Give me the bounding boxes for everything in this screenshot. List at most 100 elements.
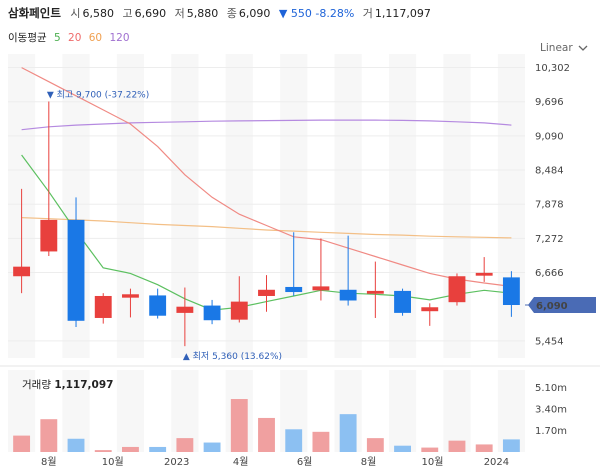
candle-down — [502, 271, 520, 317]
volume-tick-label: 3.40m — [535, 405, 567, 416]
candle-body — [94, 295, 112, 318]
volume-bar — [312, 431, 330, 452]
ma-legend[interactable]: 이동평균 5 20 60 120 — [8, 30, 134, 45]
scale-label: Linear — [540, 42, 573, 54]
open-label: 시 — [70, 7, 81, 20]
candle-up — [366, 261, 384, 318]
grid-band — [334, 54, 362, 358]
volume-bar — [67, 438, 85, 452]
candle-up — [421, 303, 439, 326]
x-tick-label: 8월 — [361, 456, 377, 468]
candle-up — [312, 238, 330, 301]
volume-title: 거래량 1,117,097 — [22, 377, 113, 392]
ma60-legend[interactable]: 60 — [88, 32, 103, 44]
candle-body — [312, 286, 330, 291]
stock-header: 삼화페인트 시 6,580 고 6,690 저 5,880 종 6,090 ▼ 550 … — [8, 5, 436, 21]
price-tick-label: 6,666 — [535, 268, 564, 279]
ma20-legend[interactable]: 20 — [68, 32, 82, 44]
volume-tick-label: 1.70m — [535, 426, 567, 437]
x-tick-label: 2024 — [484, 457, 509, 468]
volume-bar — [475, 444, 493, 452]
ma120-legend[interactable]: 120 — [109, 32, 130, 44]
volume-bar — [448, 440, 466, 452]
candle-body — [149, 295, 167, 316]
candle-up — [40, 101, 58, 256]
volume-bar — [94, 450, 112, 452]
volume-label: 거 — [362, 7, 373, 20]
stock-name: 삼화페인트 — [8, 6, 61, 20]
candle-body — [394, 290, 411, 313]
min-price-marker: ▲ 최저 5,360 (13.62%) — [183, 351, 282, 362]
ma120-line — [21, 119, 512, 131]
grid-band — [388, 370, 417, 452]
chevron-down-icon — [578, 45, 588, 51]
candle-body — [67, 219, 85, 321]
volume-bar — [258, 417, 275, 452]
volume-bar — [502, 439, 520, 452]
ma60-line — [21, 217, 512, 239]
price-tick-label: 9,696 — [535, 97, 564, 108]
volume-bar — [366, 438, 384, 452]
current-price-label: 6,090 — [536, 301, 568, 312]
volume-bar — [339, 414, 357, 452]
price-tick-label: 7,878 — [535, 200, 564, 211]
volume-bar — [285, 429, 303, 452]
candle-down — [203, 299, 221, 325]
candle-body — [448, 276, 466, 303]
high-value: 6,690 — [134, 7, 167, 20]
grid-band — [280, 54, 308, 358]
candle-up — [13, 188, 31, 294]
volume-title-label: 거래량 — [22, 379, 51, 391]
candle-body — [40, 219, 58, 252]
close-value: 6,090 — [238, 7, 271, 20]
price-tick-label: 10,302 — [535, 63, 570, 74]
x-tick-label: 6월 — [297, 456, 313, 468]
x-tick-label: 10월 — [422, 456, 444, 468]
grid-band — [62, 370, 90, 452]
low-value: 5,880 — [186, 7, 219, 20]
volume-bar — [203, 442, 221, 452]
current-price-tag — [528, 297, 596, 314]
candle-down — [285, 232, 303, 296]
candle-body — [122, 294, 139, 298]
candle-down — [339, 235, 357, 306]
candle-up — [448, 273, 466, 306]
price-tick-label: 7,272 — [535, 234, 564, 245]
x-tick-label: 2023 — [164, 457, 189, 468]
max-price-marker: ▼ 최고 9,700 (-37.22%) — [47, 89, 149, 100]
ma5-legend[interactable]: 5 — [53, 32, 61, 44]
open-value: 6,580 — [82, 7, 115, 20]
grid-band — [443, 370, 471, 452]
candle-down — [67, 197, 85, 327]
volume-bar — [394, 445, 411, 452]
candle-up — [230, 276, 248, 323]
candle-body — [230, 301, 248, 320]
candle-up — [122, 288, 139, 318]
volume-tick-label: 5.10m — [535, 383, 567, 394]
volume-bar — [122, 446, 139, 452]
price-tick-label: 8,484 — [535, 166, 564, 177]
candle-body — [285, 286, 303, 293]
volume-value: 1,117,097 — [374, 7, 431, 20]
candle-body — [13, 266, 31, 277]
price-tick-label: 5,454 — [535, 336, 564, 347]
close-label: 종 — [226, 7, 237, 20]
candle-down — [394, 288, 411, 316]
volume-bar — [230, 399, 248, 452]
volume-bar — [40, 419, 58, 452]
ma20-line — [21, 67, 512, 287]
x-tick-label: 4월 — [233, 456, 249, 468]
grid-band — [443, 54, 471, 358]
price-tick-label: 9,090 — [535, 131, 564, 142]
candle-body — [176, 306, 194, 313]
candle-body — [502, 277, 520, 306]
volume-bar — [176, 438, 194, 452]
scale-button[interactable]: Linear — [540, 42, 588, 54]
change-value: ▼ 550 -8.28% — [278, 7, 355, 20]
candle-body — [475, 272, 493, 276]
candle-down — [149, 288, 167, 319]
candle-up — [176, 287, 194, 347]
candle-body — [258, 289, 275, 296]
grid-band — [497, 370, 525, 452]
